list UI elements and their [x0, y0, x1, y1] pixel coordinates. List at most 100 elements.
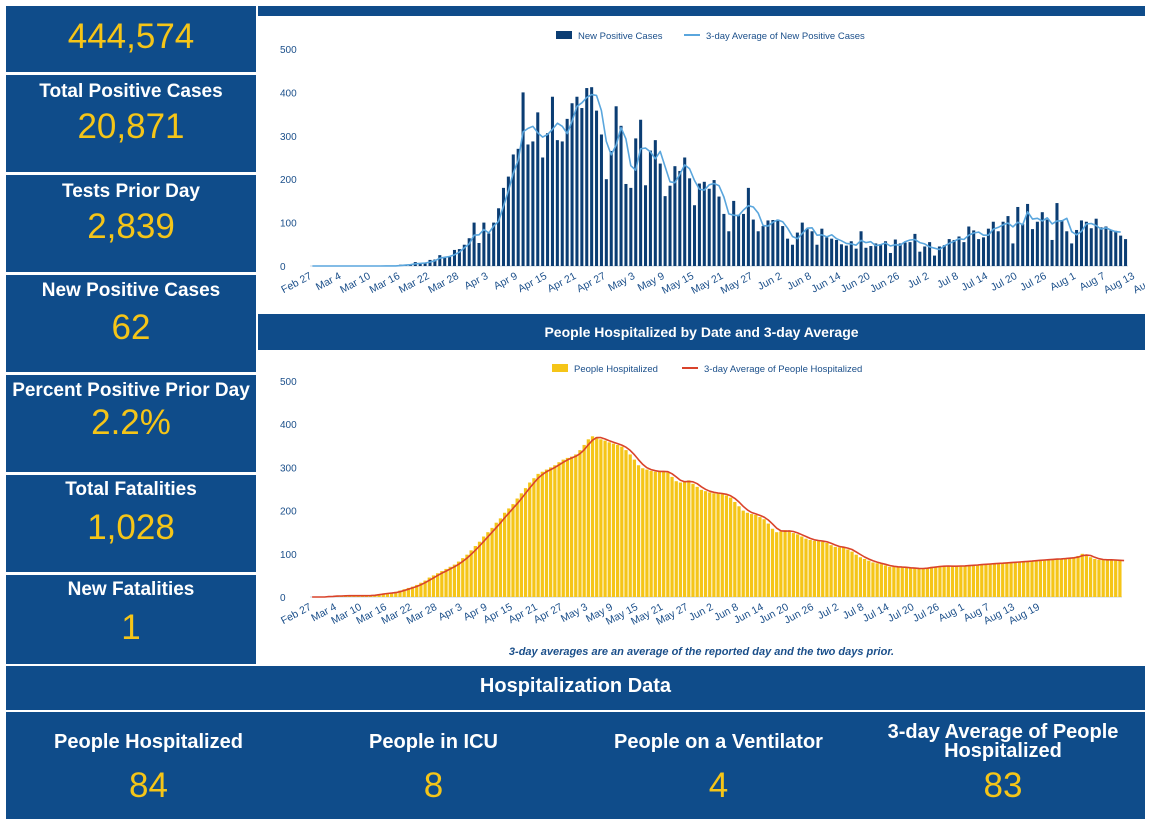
bar: [595, 437, 599, 597]
bar: [934, 566, 938, 597]
bar: [787, 531, 791, 597]
bar: [1065, 231, 1069, 266]
average-line: [312, 436, 1125, 598]
bar: [815, 244, 819, 266]
bar: [1030, 560, 1034, 597]
bar: [614, 106, 618, 267]
bar: [641, 468, 645, 597]
y-tick-label: 200: [280, 175, 297, 186]
bar: [1076, 555, 1080, 597]
y-tick-label: 200: [280, 507, 297, 518]
bar: [816, 540, 821, 597]
bar: [786, 238, 790, 266]
bar: [431, 575, 436, 597]
bar: [722, 213, 726, 266]
bar: [516, 148, 520, 266]
bar: [791, 533, 796, 597]
bar: [502, 512, 507, 597]
x-tick-label: Jun 26: [782, 601, 816, 626]
tests-total-value: 444,574: [67, 17, 195, 56]
x-tick-label: Jun 2: [756, 270, 784, 293]
x-tick-label: Aug 1: [1048, 270, 1078, 294]
bar: [928, 242, 932, 266]
x-tick-label: Jul 2: [906, 270, 931, 291]
total-positive-label: Total Positive Cases: [39, 81, 223, 102]
bar: [645, 469, 649, 597]
bar: [423, 580, 427, 597]
bar: [609, 150, 613, 266]
bar: [611, 443, 616, 597]
bar: [937, 246, 941, 266]
stat-label: People on a Ventilator: [614, 730, 823, 753]
bar: [523, 488, 528, 597]
bar: [775, 532, 779, 597]
bar: [1040, 212, 1044, 266]
bar: [1114, 230, 1118, 266]
bar: [712, 493, 716, 597]
bar: [959, 565, 963, 597]
legend-bar-label: People Hospitalized: [574, 364, 658, 375]
bar: [745, 512, 750, 597]
bar: [858, 557, 863, 597]
bar: [670, 476, 674, 597]
bar: [553, 465, 557, 597]
bar: [1109, 559, 1114, 597]
bar: [565, 118, 569, 267]
bar: [972, 230, 976, 266]
x-tick-label: Jul 20: [989, 270, 1020, 294]
bar: [515, 498, 519, 597]
total-fatalities-value: 1,028: [87, 508, 175, 547]
bar: [883, 565, 888, 597]
bar: [586, 439, 590, 597]
bar: [540, 471, 544, 597]
bar: [947, 239, 951, 266]
stat-label: People in ICU: [369, 730, 498, 753]
bar: [1011, 243, 1015, 266]
bar: [697, 183, 701, 266]
bar: [427, 577, 431, 597]
bar: [663, 196, 667, 266]
bar: [874, 243, 878, 266]
bar: [436, 573, 440, 597]
bar: [1038, 559, 1043, 597]
bar: [800, 536, 804, 597]
bar: [582, 444, 586, 597]
bar: [462, 244, 466, 266]
bar: [988, 563, 992, 597]
bar: [1070, 243, 1074, 266]
bar: [657, 470, 662, 597]
bar: [762, 519, 766, 597]
bar: [892, 566, 896, 597]
x-tick-label: Aug 13: [1102, 270, 1137, 296]
bar: [1089, 228, 1093, 266]
bar: [967, 565, 971, 597]
bar: [795, 232, 799, 266]
legend-bar-label: New Positive Cases: [578, 31, 663, 42]
y-tick-label: 100: [280, 219, 297, 230]
bar: [746, 187, 750, 266]
bar: [607, 442, 611, 597]
bar: [727, 231, 731, 266]
bar: [716, 493, 720, 597]
bar: [570, 103, 574, 266]
bar: [770, 528, 775, 597]
bar: [557, 462, 561, 597]
bar: [862, 558, 867, 597]
bar: [996, 563, 1001, 597]
bar: [544, 469, 549, 597]
bar: [712, 180, 716, 266]
bar: [448, 566, 452, 597]
bar: [687, 480, 691, 597]
bar: [603, 440, 607, 597]
bar: [628, 454, 632, 597]
percent-positive-value: 2.2%: [91, 403, 171, 442]
bar: [1084, 555, 1089, 597]
bar: [925, 567, 930, 597]
bar: [565, 457, 570, 597]
bar: [766, 220, 770, 266]
bar: [756, 231, 760, 266]
y-tick-label: 500: [280, 45, 297, 56]
bar: [952, 239, 956, 266]
bar: [536, 473, 540, 597]
bar: [971, 565, 976, 597]
